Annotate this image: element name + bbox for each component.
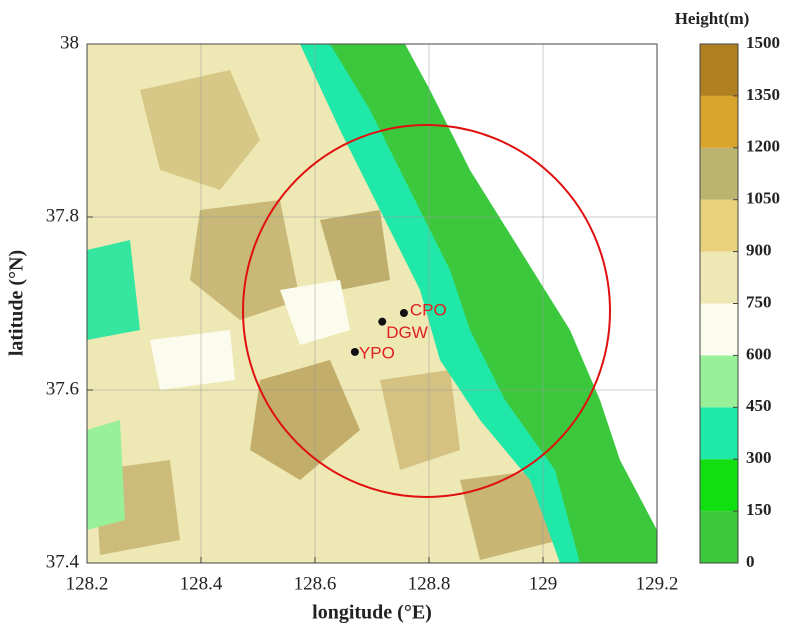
x-tick-label: 129: [529, 573, 558, 594]
colorbar-band: [700, 44, 738, 96]
station-label: DGW: [386, 323, 428, 342]
colorbar-label: 900: [746, 241, 772, 260]
y-tick-label: 37.4: [46, 551, 80, 572]
x-tick-label: 128.4: [180, 573, 223, 594]
colorbar-band: [700, 95, 738, 148]
colorbar-label: 750: [746, 292, 772, 311]
y-axis-label: latitude (°N): [6, 250, 28, 356]
y-tick-label: 37.8: [46, 205, 79, 226]
colorbar-band: [700, 459, 738, 512]
colorbar-band: [700, 251, 738, 304]
x-tick-label: 128.2: [66, 573, 109, 594]
station: [350, 347, 359, 356]
y-tick-label: 37.6: [46, 378, 79, 399]
station-label: YPO: [359, 343, 395, 362]
range-circle: [242, 124, 611, 498]
y-tick-label: 38: [60, 32, 79, 53]
colorbar-label: 1050: [746, 189, 780, 208]
colorbar-label: 1350: [746, 85, 780, 104]
colorbar-band: [700, 355, 738, 408]
x-axis-label: longitude (°E): [312, 602, 432, 624]
colorbar-band: [700, 511, 738, 563]
x-tick-label: 128.8: [408, 573, 451, 594]
colorbar-label: 600: [746, 344, 772, 363]
colorbar-label: 0: [746, 552, 755, 571]
colorbar-label: 450: [746, 396, 772, 415]
station: [378, 317, 387, 326]
colorbar-band: [700, 147, 738, 200]
colorbar-band: [700, 303, 738, 356]
colorbar-band: [700, 407, 738, 460]
colorbar-title: Height(m): [675, 9, 750, 28]
plot-frame: [86, 43, 658, 564]
x-tick-label: 128.6: [294, 573, 337, 594]
colorbar-label: 300: [746, 448, 772, 467]
terrain: [87, 44, 657, 563]
colorbar-band: [700, 199, 738, 252]
x-tick-label: 129.2: [636, 573, 679, 594]
colorbar-label: 1500: [746, 33, 780, 52]
station-label: CPO: [410, 300, 447, 319]
station: [399, 309, 408, 318]
colorbar-label: 1200: [746, 137, 780, 156]
colorbar-label: 150: [746, 500, 772, 519]
